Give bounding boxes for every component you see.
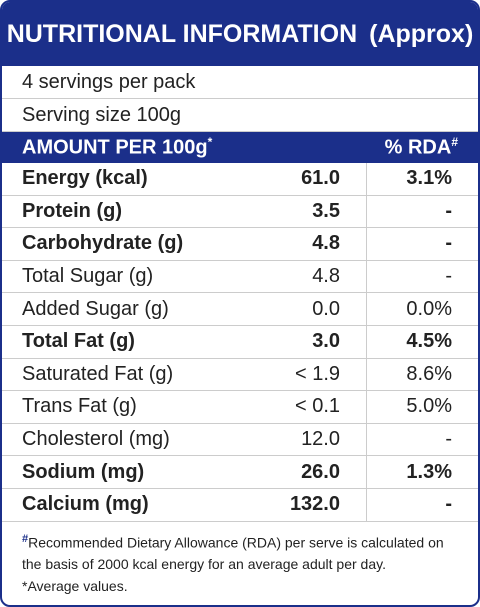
nutrient-value: 12.0 xyxy=(301,428,340,451)
footnote: #Recommended Dietary Allowance (RDA) per… xyxy=(2,522,478,598)
nutrient-value: 0.0 xyxy=(312,297,340,320)
table-row: Added Sugar (g) 0.0 0.0% xyxy=(2,293,478,326)
rda-label: % RDA xyxy=(384,136,452,159)
nutrient-name: Total Sugar (g) xyxy=(22,265,154,288)
table-row: Saturated Fat (g) < 1.9 8.6% xyxy=(2,358,478,392)
column-divider xyxy=(366,260,367,293)
footnote-text: #Recommended Dietary Allowance (RDA) per… xyxy=(22,528,462,576)
nutrient-name: Sodium (mg) xyxy=(22,460,145,483)
nutrient-name: Calcium (mg) xyxy=(22,493,149,516)
nutrient-rda: - xyxy=(445,199,452,222)
nutrient-value: < 1.9 xyxy=(294,362,340,385)
amount-header: AMOUNT PER 100g* xyxy=(22,135,212,160)
table-row: Cholesterol (mg) 12.0 - xyxy=(2,423,478,457)
amount-mark: * xyxy=(207,135,213,150)
header: NUTRITIONAL INFORMATION (Approx) xyxy=(2,2,478,66)
footnote-note: *Average values. xyxy=(22,578,128,595)
nutrient-name: Energy (kcal) xyxy=(22,167,148,190)
footnote-body: Recommended Dietary Allowance (RDA) per … xyxy=(22,534,444,573)
table-row: Protein (g) 3.5 - xyxy=(2,195,478,229)
table-row: Total Fat (g) 3.0 4.5% xyxy=(2,325,478,359)
rda-mark: # xyxy=(451,135,458,150)
nutrient-value: 4.8 xyxy=(312,265,340,288)
rda-header: % RDA# xyxy=(385,135,458,160)
nutrient-name: Saturated Fat (g) xyxy=(22,362,174,385)
nutrient-value: 26.0 xyxy=(301,460,340,483)
nutrient-rda: - xyxy=(445,493,452,516)
nutrient-name: Trans Fat (g) xyxy=(22,395,137,418)
nutrient-rda: - xyxy=(445,428,452,451)
nutrient-rda: 8.6% xyxy=(406,362,452,385)
table-row: Energy (kcal) 61.0 3.1% xyxy=(2,163,478,196)
column-divider xyxy=(366,488,367,521)
table-row: Total Sugar (g) 4.8 - xyxy=(2,260,478,294)
title-suffix: (Approx) xyxy=(369,19,474,48)
column-divider xyxy=(366,423,367,456)
serving-size: Serving size 100g xyxy=(2,99,478,132)
nutrient-value: 3.0 xyxy=(312,330,340,353)
nutrient-name: Protein (g) xyxy=(22,199,122,222)
servings: 4 servings per pack xyxy=(2,66,478,99)
nutrient-name: Carbohydrate (g) xyxy=(22,232,184,255)
column-divider xyxy=(366,325,367,358)
column-divider xyxy=(366,195,367,228)
column-header: AMOUNT PER 100g* % RDA# xyxy=(2,132,478,163)
nutrient-rda: 1.3% xyxy=(406,460,452,483)
nutrient-name: Cholesterol (mg) xyxy=(22,428,170,451)
column-divider xyxy=(366,358,367,391)
nutrient-rda: 4.5% xyxy=(406,330,452,353)
table: Energy (kcal) 61.0 3.1% Protein (g) 3.5- Carb… xyxy=(2,163,478,522)
amount-label: AMOUNT PER 100g xyxy=(22,136,208,159)
nutrient-name: Total Fat (g) xyxy=(22,330,135,353)
nutrient-rda: 3.1% xyxy=(406,167,452,190)
table-row: Trans Fat (g) < 0.1 5.0% xyxy=(2,391,478,424)
nutrient-value: < 0.1 xyxy=(294,395,340,418)
nutrient-rda: - xyxy=(445,232,452,255)
nutrient-name: Added Sugar (g) xyxy=(22,297,169,320)
column-divider xyxy=(366,293,367,325)
table-row: Carbohydrate (g) 4.8 - xyxy=(2,228,478,261)
nutrient-value: 3.5 xyxy=(312,199,340,222)
column-divider xyxy=(366,391,367,423)
nutrient-rda: - xyxy=(445,265,452,288)
nutrient-value: 4.8 xyxy=(312,232,340,255)
nutrient-value: 132.0 xyxy=(289,493,340,516)
table-row: Sodium (mg) 26.0 1.3% xyxy=(2,456,478,489)
title: NUTRITIONAL INFORMATION xyxy=(6,19,358,48)
nutrient-rda: 5.0% xyxy=(406,395,452,418)
nutrient-rda: 0.0% xyxy=(406,297,452,320)
table-row: Calcium (mg) 132.0 - xyxy=(2,488,478,522)
nutrient-value: 61.0 xyxy=(301,167,340,190)
column-divider xyxy=(366,456,367,488)
column-divider xyxy=(366,228,367,260)
footnote-mark: # xyxy=(22,532,29,545)
column-divider xyxy=(366,163,367,195)
